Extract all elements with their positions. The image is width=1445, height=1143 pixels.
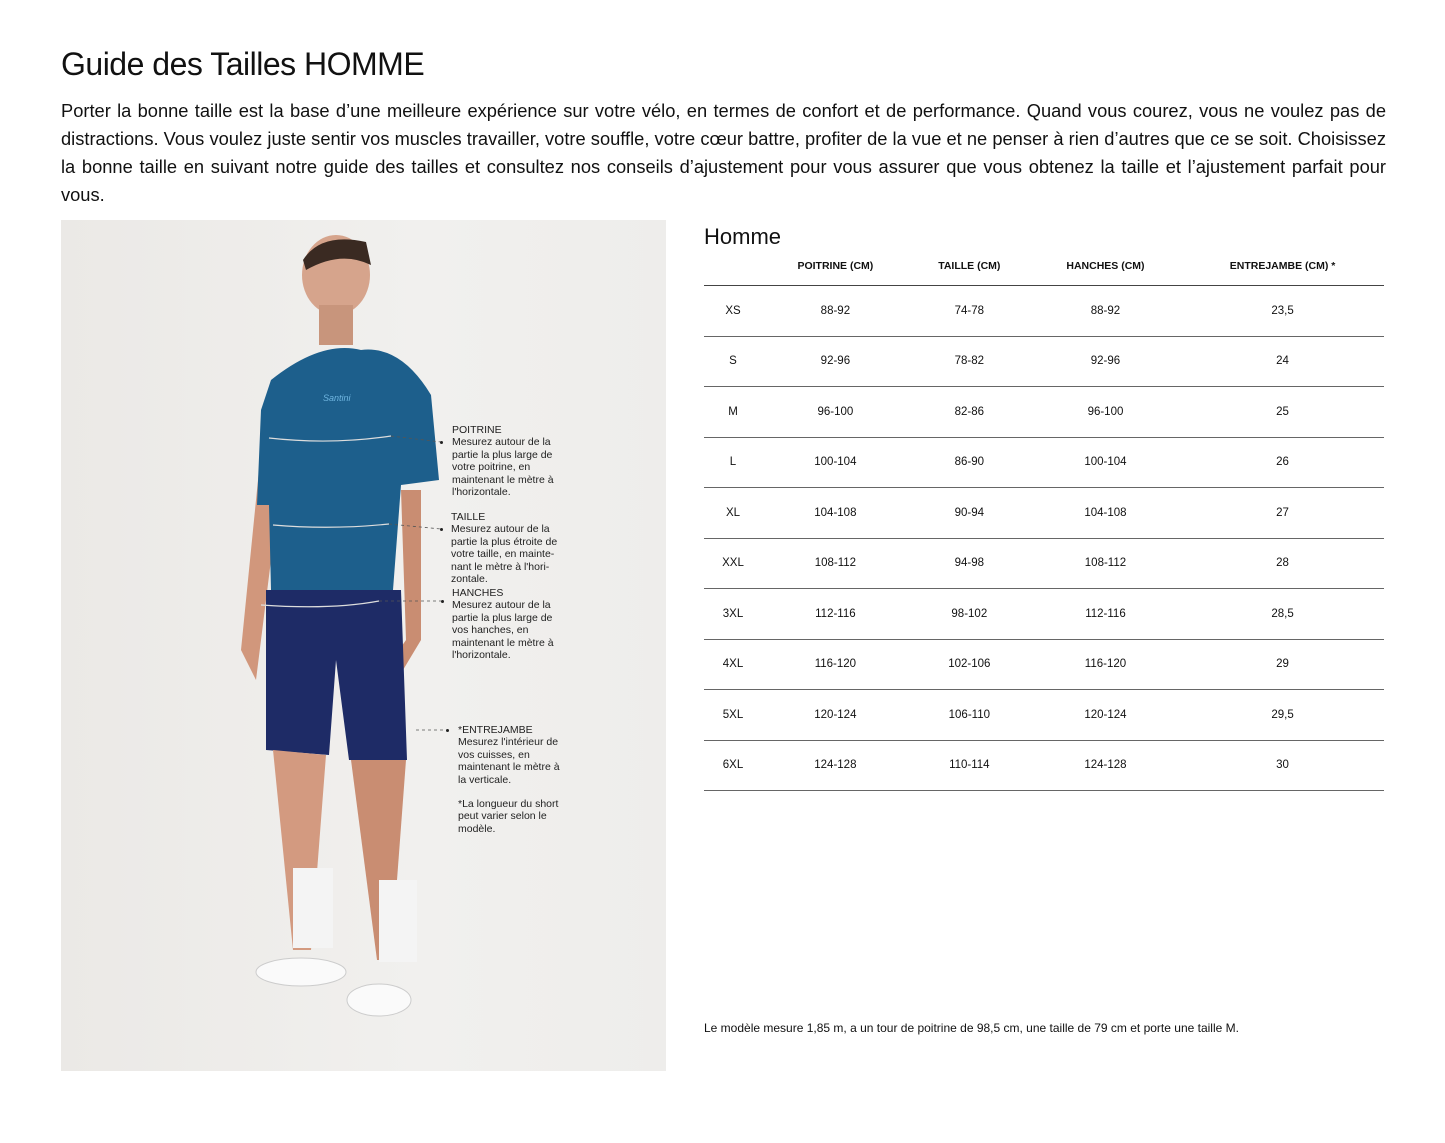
column-header: ENTREJAMBE (CM) * xyxy=(1181,247,1384,286)
measurement-cell: 102-106 xyxy=(908,639,1030,690)
measurement-cell: 116-120 xyxy=(1029,639,1182,690)
note-taille-text: Mesurez autour de la partie la plus étro… xyxy=(451,523,558,586)
table-row: XS 88-92 74-78 88-92 23,5 xyxy=(704,285,1384,337)
measurement-cell: 96-100 xyxy=(762,386,909,438)
table-row: 4XL 116-120 102-106 116-120 29 xyxy=(704,639,1384,690)
column-header: HANCHES (CM) xyxy=(1029,247,1182,286)
note-poitrine-title: POITRINE xyxy=(452,424,502,436)
measurement-cell: 124-128 xyxy=(762,740,909,791)
measurement-cell: 110-114 xyxy=(908,740,1030,791)
measurement-cell: 26 xyxy=(1181,437,1384,488)
measurement-cell: 120-124 xyxy=(762,689,909,741)
measurement-cell: 25 xyxy=(1181,386,1384,438)
measurement-cell: 96-100 xyxy=(1029,386,1182,438)
measurement-cell: 28 xyxy=(1181,538,1384,589)
measurement-cell: 28,5 xyxy=(1181,588,1384,640)
measurement-cell: 104-108 xyxy=(1029,487,1182,539)
measurement-cell: 86-90 xyxy=(908,437,1030,488)
measurement-cell: 90-94 xyxy=(908,487,1030,539)
note-hanches-text: Mesurez autour de la partie la plus larg… xyxy=(452,599,554,662)
measurement-cell: 108-112 xyxy=(1029,538,1182,589)
column-header: POITRINE (CM) xyxy=(762,247,909,286)
size-label: XS xyxy=(704,285,762,337)
size-label: L xyxy=(704,437,762,488)
size-label: 3XL xyxy=(704,588,762,640)
table-row: XXL 108-112 94-98 108-112 28 xyxy=(704,538,1384,589)
note-hanches-title: HANCHES xyxy=(452,587,504,599)
measurement-cell: 27 xyxy=(1181,487,1384,539)
table-row: M 96-100 82-86 96-100 25 xyxy=(704,386,1384,438)
measurement-cell: 24 xyxy=(1181,336,1384,387)
note-taille-title: TAILLE xyxy=(451,511,486,523)
measurement-cell: 112-116 xyxy=(1029,588,1182,640)
note-hanches: HANCHES Mesurez autour de la partie la p… xyxy=(452,587,557,661)
note-entrejambe-footnote: *La longueur du short peut varier selon … xyxy=(458,798,559,835)
intro-paragraph: Porter la bonne taille est la base d’une… xyxy=(61,100,1386,205)
measurement-cell: 78-82 xyxy=(908,336,1030,387)
measurement-cell: 124-128 xyxy=(1029,740,1182,791)
table-row: 6XL 124-128 110-114 124-128 30 xyxy=(704,740,1384,791)
table-row: 5XL 120-124 106-110 120-124 29,5 xyxy=(704,689,1384,741)
model-photo: Santini xyxy=(61,220,666,1071)
measurement-cell: 100-104 xyxy=(1029,437,1182,488)
table-header-row: POITRINE (CM) TAILLE (CM) HANCHES (CM) ENTR… xyxy=(704,247,1384,286)
measurement-cell: 104-108 xyxy=(762,487,909,539)
table-row: L 100-104 86-90 100-104 26 xyxy=(704,437,1384,488)
measurement-cell: 92-96 xyxy=(1029,336,1182,387)
measurement-cell: 30 xyxy=(1181,740,1384,791)
measurement-cell: 106-110 xyxy=(908,689,1030,741)
table-row: S 92-96 78-82 92-96 24 xyxy=(704,336,1384,387)
size-label: 4XL xyxy=(704,639,762,690)
page-title: Guide des Tailles HOMME xyxy=(61,46,425,82)
size-label: M xyxy=(704,386,762,438)
measurement-cell: 23,5 xyxy=(1181,285,1384,337)
note-taille: TAILLE Mesurez autour de la partie la pl… xyxy=(451,511,563,585)
measurement-cell: 29,5 xyxy=(1181,689,1384,741)
measurement-cell: 92-96 xyxy=(762,336,909,387)
model-illustration: Santini xyxy=(241,235,446,1017)
measurement-cell: 29 xyxy=(1181,639,1384,690)
table-row: XL 104-108 90-94 104-108 27 xyxy=(704,487,1384,539)
table-row: 3XL 112-116 98-102 112-116 28,5 xyxy=(704,588,1384,640)
measurement-cell: 116-120 xyxy=(762,639,909,690)
measurement-cell: 100-104 xyxy=(762,437,909,488)
note-poitrine-text: Mesurez autour de la partie la plus larg… xyxy=(452,436,554,499)
measurement-cell: 112-116 xyxy=(762,588,909,640)
size-label: S xyxy=(704,336,762,387)
jersey-logo: Santini xyxy=(323,393,352,403)
column-header xyxy=(704,247,762,286)
measurement-cell: 98-102 xyxy=(908,588,1030,640)
note-poitrine: POITRINE Mesurez autour de la partie la … xyxy=(452,424,567,498)
note-entrejambe-text: Mesurez l'intérieur de vos cuisses, en m… xyxy=(458,736,560,786)
size-label: XL xyxy=(704,487,762,539)
measurement-cell: 82-86 xyxy=(908,386,1030,438)
measurement-cell: 88-92 xyxy=(1029,285,1182,337)
note-entrejambe-title: *ENTREJAMBE xyxy=(458,724,533,736)
size-label: XXL xyxy=(704,538,762,589)
measurement-cell: 88-92 xyxy=(762,285,909,337)
size-table: POITRINE (CM) TAILLE (CM) HANCHES (CM) ENTR… xyxy=(704,247,1384,791)
size-label: 6XL xyxy=(704,740,762,791)
table-title: Homme xyxy=(704,224,782,249)
note-entrejambe: *ENTREJAMBE Mesurez l'intérieur de vos c… xyxy=(458,724,562,835)
size-label: 5XL xyxy=(704,689,762,741)
column-header: TAILLE (CM) xyxy=(908,247,1030,286)
measurement-cell: 94-98 xyxy=(908,538,1030,589)
measurement-cell: 120-124 xyxy=(1029,689,1182,741)
measurement-cell: 108-112 xyxy=(762,538,909,589)
measurement-cell: 74-78 xyxy=(908,285,1030,337)
model-footnote: Le modèle mesure 1,85 m, a un tour de po… xyxy=(704,1021,1239,1035)
